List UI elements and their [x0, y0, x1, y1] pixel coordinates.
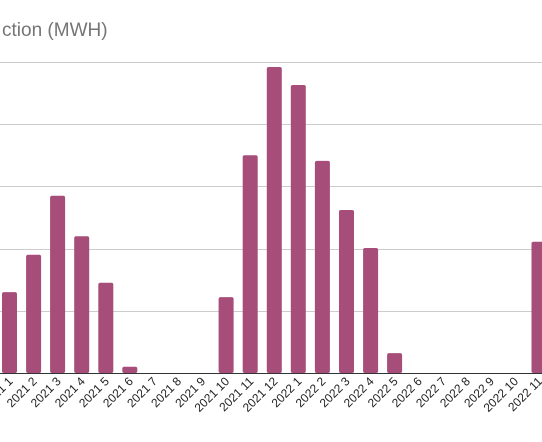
bar-2022-4: [363, 248, 379, 373]
bar-2021-10: [218, 297, 234, 373]
bar-2021-1: [2, 292, 17, 373]
bar-2021-3: [50, 195, 66, 373]
chart-title: ction (MWH): [2, 20, 108, 41]
bar-2021-5: [98, 282, 114, 373]
bar-2021-6: [122, 366, 138, 373]
bar-2021-2: [26, 254, 42, 373]
bar-2022-11: [531, 241, 542, 373]
bar-2022-2: [314, 160, 330, 373]
bar-2022-5: [387, 353, 403, 373]
bar-2021-11: [242, 155, 258, 373]
bar-2021-4: [74, 236, 90, 373]
bar-2022-1: [290, 85, 306, 373]
bar-2022-3: [339, 210, 354, 373]
bar-2021-12: [266, 67, 282, 373]
